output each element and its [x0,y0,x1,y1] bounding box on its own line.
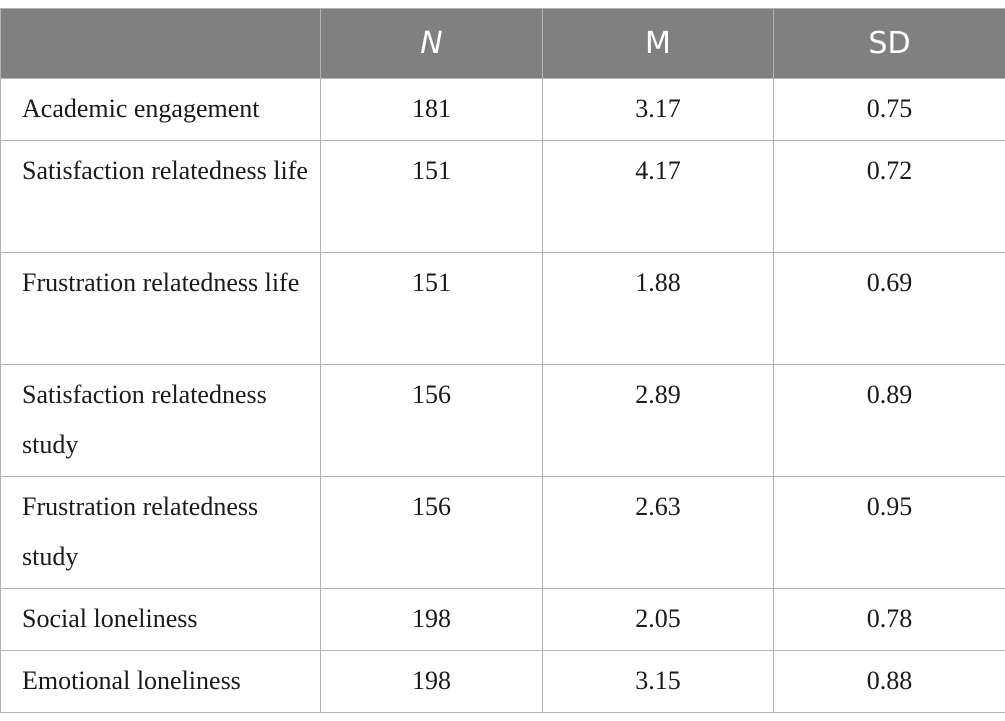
row-sd: 0.88 [773,650,1005,713]
row-n: 156 [320,476,543,589]
row-label: Social loneliness [0,588,321,651]
header-row: N M SD [0,8,1005,79]
table-row: Satisfaction relatedness life 151 4.17 0… [0,140,1005,253]
table-row: Emotional loneliness 198 3.15 0.88 [0,650,1005,713]
row-mean: 2.89 [542,364,774,477]
header-variable [0,8,321,79]
row-sd: 0.72 [773,140,1005,253]
row-mean: 3.15 [542,650,774,713]
row-n: 198 [320,588,543,651]
row-label: Emotional loneliness [0,650,321,713]
table-header: N M SD [0,8,1005,79]
row-sd: 0.95 [773,476,1005,589]
row-label: Academic engagement [0,78,321,141]
table-row: Frustration relatedness study 156 2.63 0… [0,476,1005,589]
row-mean: 3.17 [542,78,774,141]
table-row: Frustration relatedness life 151 1.88 0.… [0,252,1005,365]
row-label: Satisfaction relatedness study [0,364,321,477]
row-sd: 0.78 [773,588,1005,651]
row-label: Frustration relatedness study [0,476,321,589]
row-n: 181 [320,78,543,141]
table-row: Academic engagement 181 3.17 0.75 [0,78,1005,141]
row-mean: 1.88 [542,252,774,365]
table-body: Academic engagement 181 3.17 0.75 Satisf… [0,78,1005,713]
row-n: 151 [320,140,543,253]
table-row: Satisfaction relatedness study 156 2.89 … [0,364,1005,477]
row-n: 198 [320,650,543,713]
header-mean: M [542,8,774,79]
descriptive-statistics-table: N M SD Academic engagement 181 3.17 0.75… [0,8,1005,713]
row-sd: 0.69 [773,252,1005,365]
row-sd: 0.75 [773,78,1005,141]
row-mean: 2.63 [542,476,774,589]
row-mean: 4.17 [542,140,774,253]
table-row: Social loneliness 198 2.05 0.78 [0,588,1005,651]
header-sd: SD [773,8,1005,79]
row-label: Satisfaction relatedness life [0,140,321,253]
row-n: 151 [320,252,543,365]
row-label: Frustration relatedness life [0,252,321,365]
row-mean: 2.05 [542,588,774,651]
header-n: N [320,8,543,79]
row-sd: 0.89 [773,364,1005,477]
row-n: 156 [320,364,543,477]
